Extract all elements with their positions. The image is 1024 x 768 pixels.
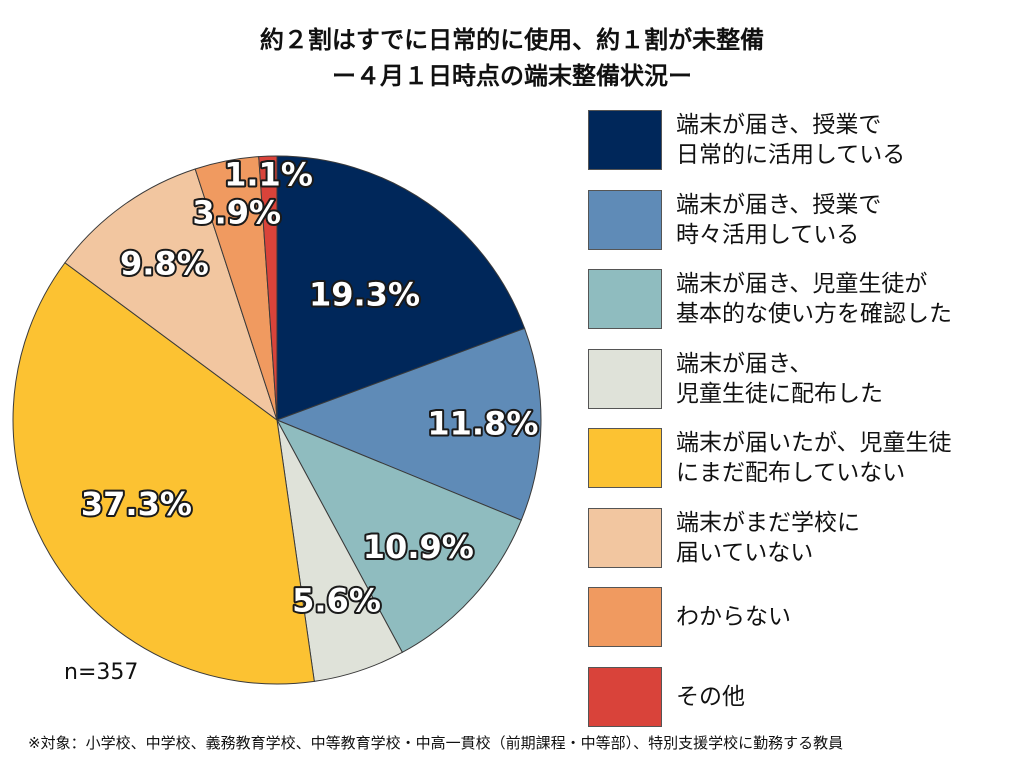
legend-label-line: 端末がまだ学校に [676,509,860,536]
legend-swatch-4 [588,348,662,409]
legend-item-8: その他 [588,666,1024,729]
legend-label-line: にまだ配布していない [676,460,906,486]
legend-item-7: わからない [588,587,1024,649]
legend-label-5: 端末が届いたが、児童生徒 にまだ配布していない [676,428,1022,488]
slice-label-3: 10.9% [363,528,474,566]
legend-label-line: 端末が届き、授業で [676,112,882,138]
legend-label-1: 端末が届き、授業で 日常的に活用している [676,110,1022,170]
legend-label-3: 端末が届き、児童生徒が 基本的な使い方を確認した [676,269,1022,329]
sample-size: n=357 [64,660,139,685]
legend-item-3: 端末が届き、児童生徒が 基本的な使い方を確認した [588,269,1024,331]
legend-label-line: 端末が届き、 [676,350,813,377]
legend-label-7: わからない [676,587,1022,647]
legend-label-line: 時々活用している [676,221,860,248]
legend-swatch-7 [588,587,662,647]
legend-item-4: 端末が届き、児童生徒に配布した [588,348,1024,411]
pie-slice-5 [12,262,315,685]
legend-label-2: 端末が届き、授業で 時々活用している [676,190,1022,250]
chart-title-line-1: 約２割はすでに日常的に使用、約１割が未整備 [259,26,765,54]
slice-label-1: 19.3% [309,275,420,313]
legend-label-line: その他 [676,683,745,710]
legend-swatch-2 [588,189,662,250]
legend-label-line: わからない [676,604,791,630]
legend-item-5: 端末が届いたが、児童生徒 にまだ配布していない [588,428,1024,490]
pie-slice-3 [275,419,522,654]
legend-label-line: 日常的に活用している [676,142,906,168]
slice-label-8: 1.1% [224,156,313,194]
legend-label-line: 届いていない [676,539,814,566]
legend-label-line: 端末が届き、児童生徒が [676,271,928,297]
pie-slice-6 [64,168,278,422]
legend-swatch-6 [588,507,662,568]
legend-label-line: 端末が届き、授業で [676,191,882,218]
legend-label-6: 端末がまだ学校に 届いていない [676,508,1022,568]
legend-item-2: 端末が届き、授業で 時々活用している [588,189,1024,252]
slice-label-7: 3.9% [192,194,281,232]
chart-title: 約２割はすでに日常的に使用、約１割が未整備 ー４月１日時点の端末整備状況ー [0,22,1024,94]
slice-label-2: 11.8% [427,405,538,443]
pie-slice-1 [276,155,526,421]
chart-title-line-2: ー４月１日時点の端末整備状況ー [332,62,692,90]
legend-swatch-1 [588,110,662,170]
legend-label-8: その他 [676,667,1022,727]
pie-slice-2 [275,327,542,521]
pie-slice-8 [258,155,278,421]
legend-label-line: 児童生徒に配布した [676,380,883,407]
legend-swatch-3 [588,269,662,329]
legend-swatch-5 [588,428,662,488]
footnote: ※対象：小学校、中学校、義務教育学校、中等教育学校・中高一貫校（前期課程・中等部… [28,734,844,752]
legend-swatch-8 [588,666,662,727]
legend-item-6: 端末がまだ学校に 届いていない [588,507,1024,570]
legend-label-line: 基本的な使い方を確認した [676,301,952,327]
legend-label-4: 端末が届き、児童生徒に配布した [676,349,1022,409]
legend-item-1: 端末が届き、授業で 日常的に活用している [588,110,1024,172]
slice-label-4: 5.6% [292,582,381,620]
legend-label-line: 端末が届いたが、児童生徒 [676,430,952,456]
slice-label-6: 9.8% [120,245,209,283]
slice-label-5: 37.3% [81,485,192,523]
